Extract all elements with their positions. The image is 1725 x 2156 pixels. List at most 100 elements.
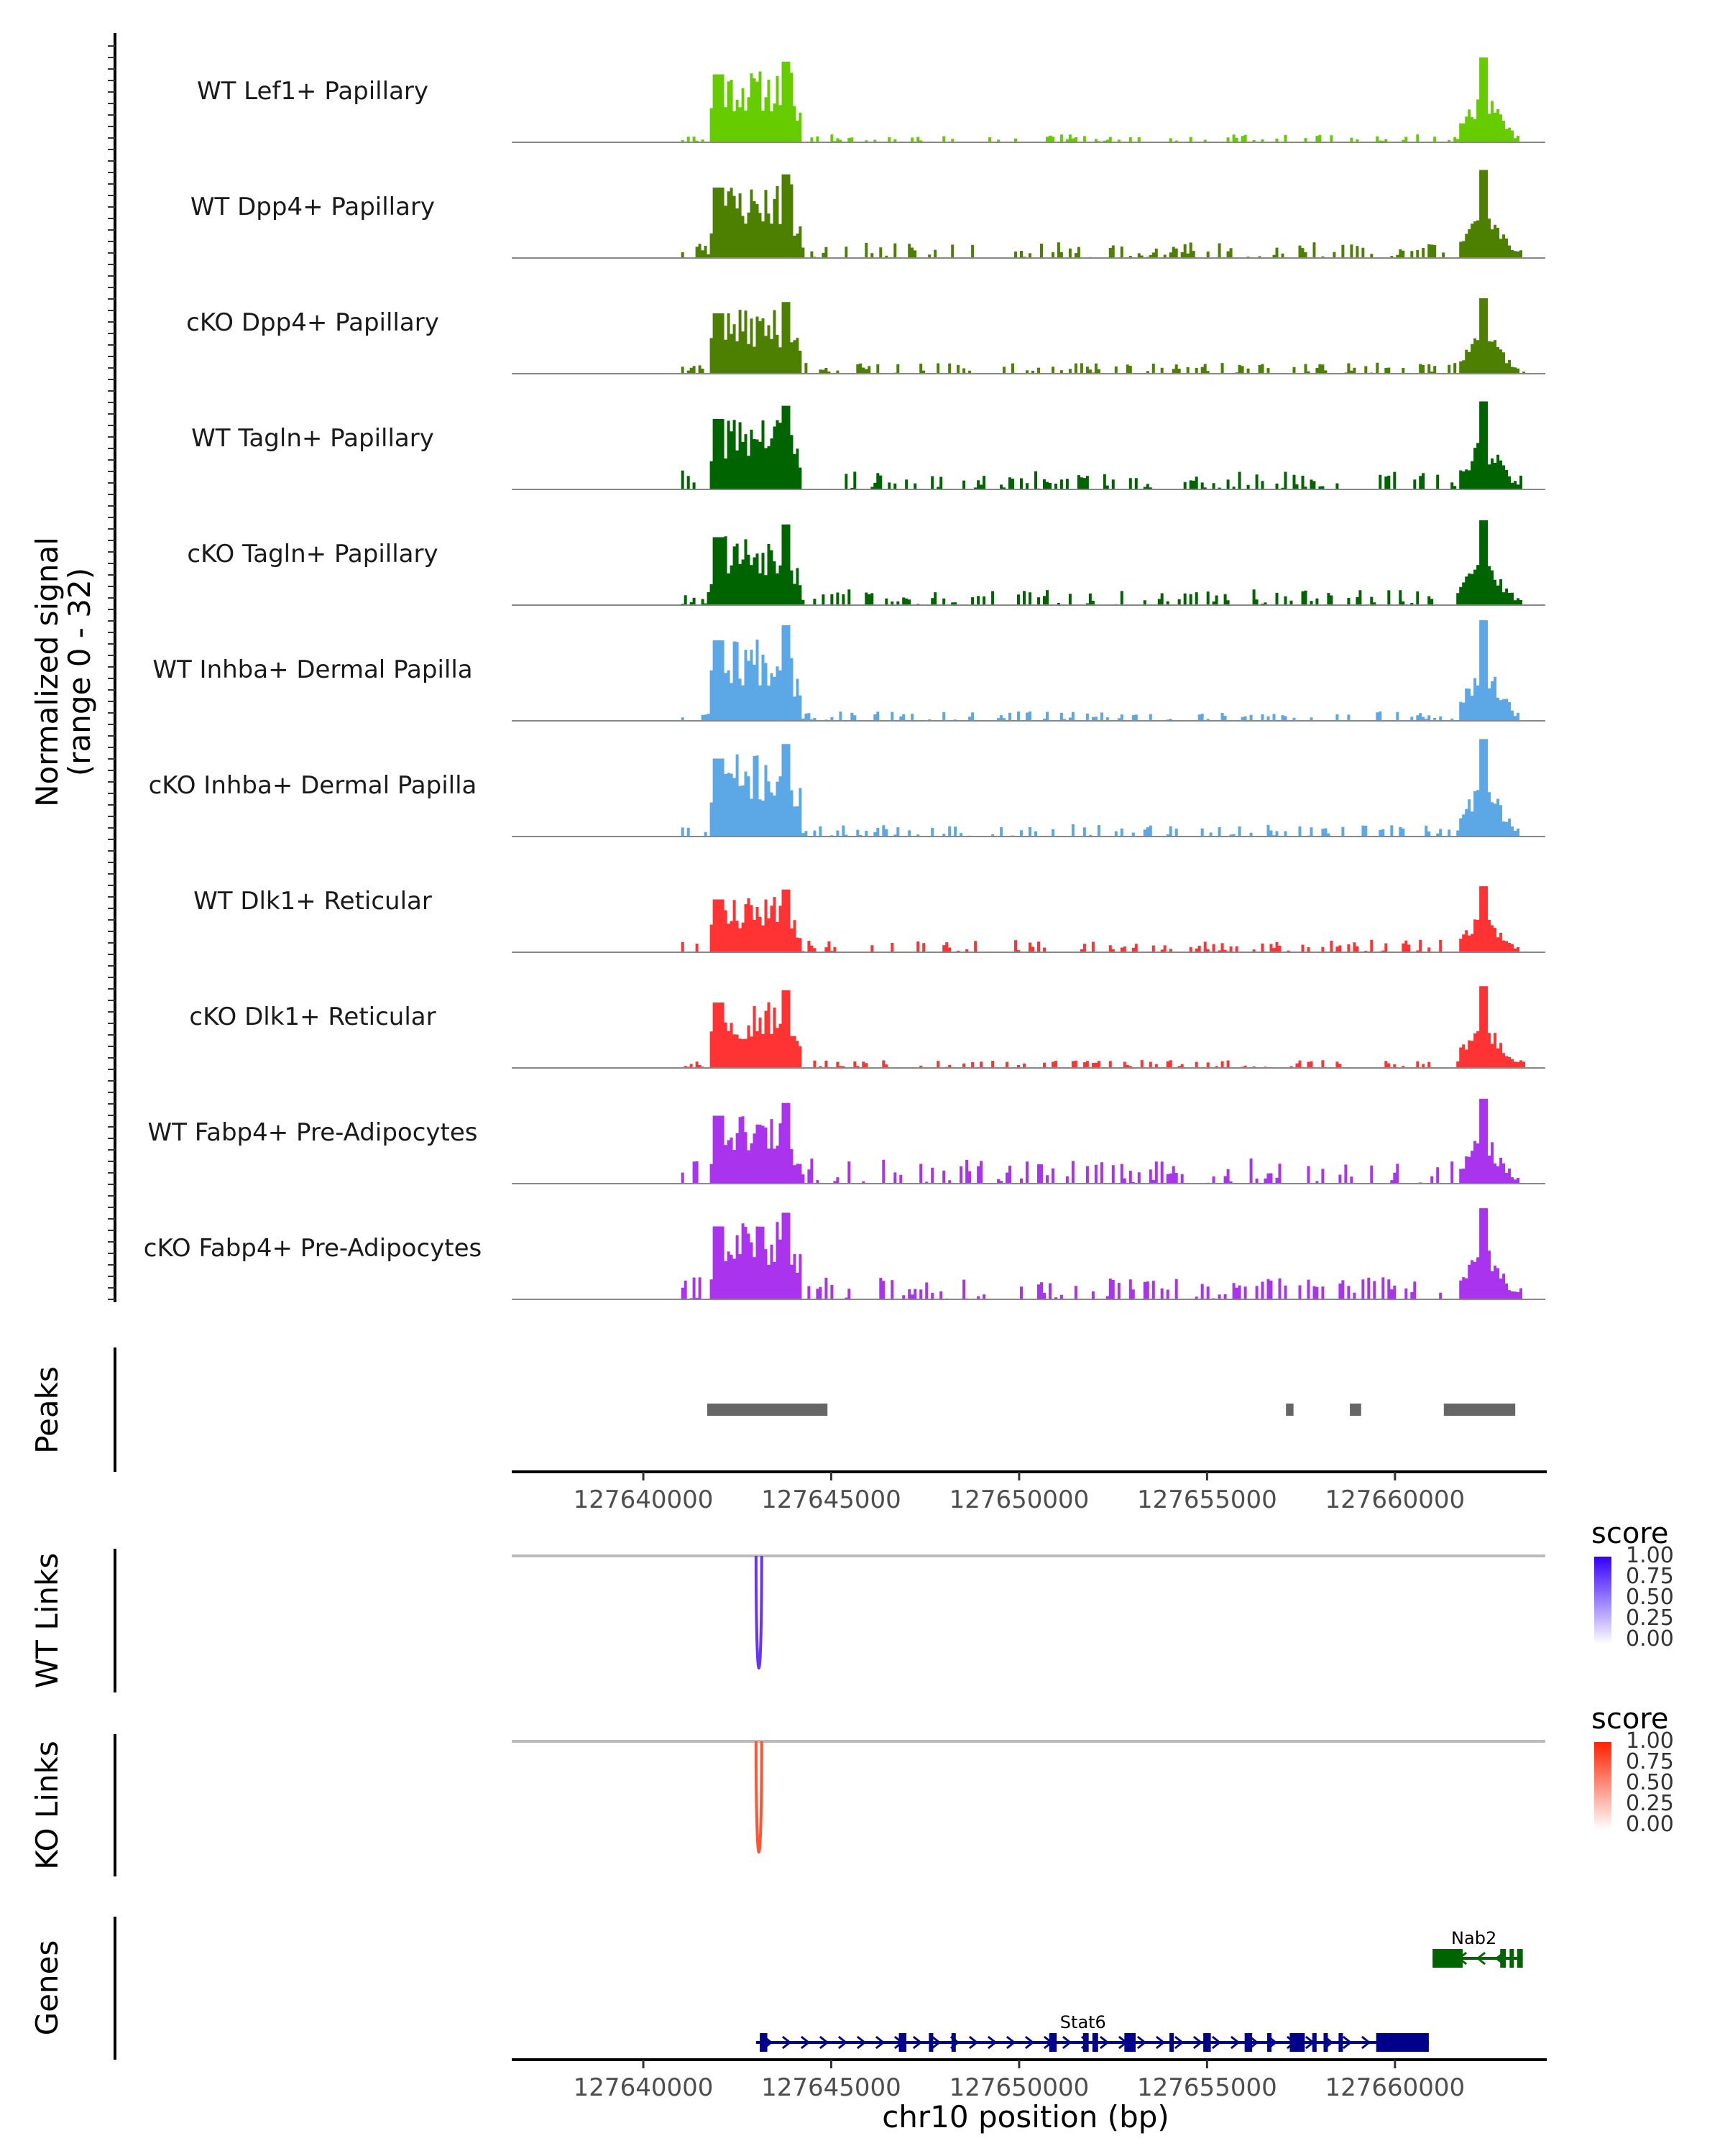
legend-tick-label: 0.50 [1626, 1770, 1674, 1795]
legend-tick-label: 0.00 [1626, 1812, 1674, 1837]
gene-exon [1338, 2033, 1343, 2052]
gene-exon [1500, 1949, 1506, 1968]
track-label: cKO Inhba+ Dermal Papilla [149, 771, 477, 800]
x-tick-label: 127660000 [1325, 1485, 1465, 1514]
gene-model: Nab2 [1432, 1928, 1523, 1968]
x-tick-label: 127645000 [761, 2073, 901, 2102]
gene-exon [1049, 2033, 1057, 2052]
track-label: WT Lef1+ Papillary [197, 77, 428, 106]
x-tick-label: 127640000 [574, 1485, 714, 1514]
coverage-track: WT Dpp4+ Papillary [190, 170, 1545, 259]
x-tick-label: 127640000 [574, 2073, 714, 2102]
gene-exon [760, 2033, 768, 2052]
strand-arrow [781, 2035, 792, 2050]
coverage-area [512, 298, 1545, 374]
peaks-track: Peaks [29, 1348, 1516, 1472]
signal-axis [108, 33, 116, 1302]
coverage-track: cKO Dpp4+ Papillary [186, 298, 1545, 374]
strand-arrow [1174, 2035, 1184, 2050]
strand-arrow [819, 2035, 829, 2050]
coverage-track: cKO Dlk1+ Reticular [189, 986, 1545, 1069]
strand-arrow [1192, 2035, 1203, 2050]
coverage-tracks: WT Lef1+ Papillary WT Dpp4+ Papillary cKO … [144, 57, 1545, 1300]
gene-exon [1323, 2033, 1328, 2052]
legend-tick-label: 0.00 [1626, 1626, 1674, 1651]
x-tick-label: 127645000 [761, 1485, 901, 1514]
gene-exon [1312, 2033, 1317, 2052]
legend-tick-label: 0.25 [1626, 1791, 1674, 1816]
strand-arrow [987, 2035, 998, 2050]
gene-exon [1169, 2033, 1174, 2052]
coverage-area [512, 620, 1545, 721]
track-label: cKO Dlk1+ Reticular [189, 1003, 436, 1031]
coverage-track: cKO Tagln+ Papillary [187, 520, 1545, 606]
coverage-area [512, 739, 1545, 837]
gene-exon [1092, 2033, 1098, 2052]
coverage-track: WT Inhba+ Dermal Papilla [152, 620, 1545, 722]
gene-exon [1509, 1949, 1514, 1968]
signal-ylabel: Normalized signal [29, 537, 65, 807]
coverage-track: WT Fabp4+ Pre-Adipocytes [148, 1098, 1545, 1184]
peak-interval [1443, 1404, 1516, 1416]
strand-arrow [1062, 2035, 1072, 2050]
gene-exon [929, 2033, 934, 2052]
legend-colorbar [1594, 1742, 1611, 1830]
x-tick-label: 127660000 [1325, 2073, 1465, 2102]
track-label: cKO Dpp4+ Papillary [186, 308, 439, 337]
link-arc [754, 1555, 763, 1669]
coverage-track: WT Tagln+ Papillary [191, 401, 1545, 490]
strand-arrow [837, 2035, 848, 2050]
coverage-area [512, 1098, 1545, 1184]
gene-exon [898, 2033, 907, 2052]
legend-tick-label: 0.75 [1626, 1749, 1674, 1774]
gene-exon [1432, 1949, 1463, 1968]
link-arc [754, 1741, 763, 1853]
gene-exon [1267, 2033, 1272, 2052]
gene-exon [1124, 2033, 1136, 2052]
track-label: cKO Fabp4+ Pre-Adipocytes [144, 1234, 482, 1263]
gene-exon [1203, 2033, 1211, 2052]
coverage-track: cKO Inhba+ Dermal Papilla [149, 739, 1545, 837]
peak-interval [1350, 1404, 1361, 1416]
legend-colorbar [1594, 1557, 1611, 1644]
coverage-track: WT Dlk1+ Reticular [193, 886, 1545, 953]
strand-arrow [1006, 2035, 1016, 2050]
peak-interval [707, 1404, 828, 1416]
signal-ylabel-range: (range 0 - 32) [62, 568, 97, 776]
strand-arrow [1211, 2035, 1222, 2050]
track-label: cKO Tagln+ Papillary [187, 540, 438, 568]
x-tick-label: 127650000 [949, 2073, 1090, 2102]
strand-arrow [968, 2035, 979, 2050]
x-axis-title: chr10 position (bp) [882, 2099, 1169, 2134]
strand-arrow [800, 2035, 811, 2050]
coverage-area [512, 401, 1545, 489]
x-tick-label: 127655000 [1137, 1485, 1277, 1514]
legend-title: score [1591, 1517, 1668, 1550]
gene-name-label: Nab2 [1451, 1928, 1496, 1948]
track-label: WT Tagln+ Papillary [191, 424, 434, 453]
coverage-track: cKO Fabp4+ Pre-Adipocytes [144, 1208, 1545, 1300]
track-label: WT Fabp4+ Pre-Adipocytes [148, 1118, 478, 1147]
coverage-area [512, 57, 1545, 142]
gene-exon [1289, 2033, 1305, 2052]
legend-tick-label: 0.50 [1626, 1585, 1674, 1610]
gene-exon [1517, 1949, 1523, 1968]
coverage-area [512, 986, 1545, 1068]
x-tick-label: 127655000 [1137, 2073, 1277, 2102]
strand-arrow [1136, 2035, 1147, 2050]
links-label: WT Links [29, 1553, 65, 1688]
gene-name-label: Stat6 [1060, 2012, 1106, 2032]
strand-arrow [1099, 2035, 1110, 2050]
peak-interval [1286, 1404, 1294, 1416]
gene-model: Stat6 [755, 2012, 1429, 2052]
strand-arrow [1230, 2035, 1241, 2050]
strand-arrow [1155, 2035, 1166, 2050]
legend-tick-label: 1.00 [1626, 1728, 1674, 1754]
legend-tick-label: 1.00 [1626, 1543, 1674, 1568]
coverage-area [512, 1208, 1545, 1299]
gene-exon [1244, 2033, 1253, 2052]
strand-arrow [875, 2035, 886, 2050]
legend-tick-label: 0.75 [1626, 1564, 1674, 1589]
